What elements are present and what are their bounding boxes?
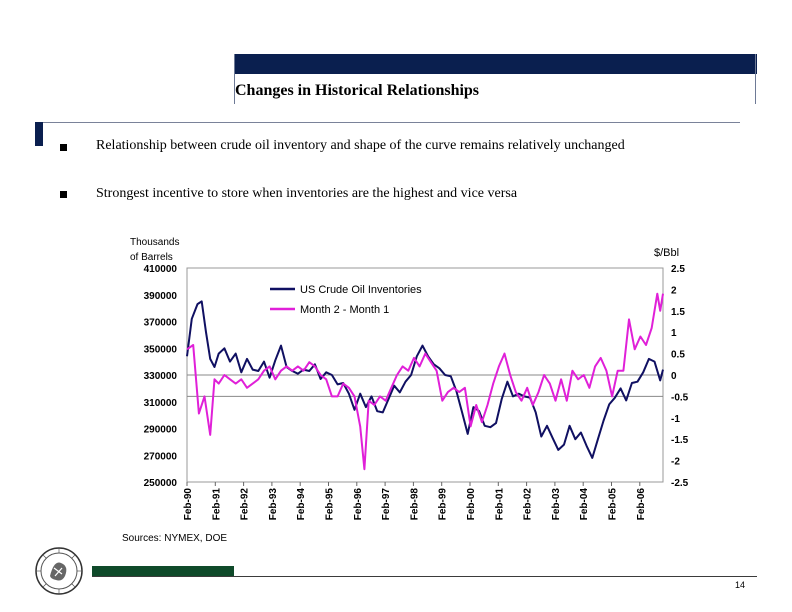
institution-seal bbox=[35, 547, 83, 595]
left-axis-title-line2: of Barrels bbox=[130, 252, 173, 263]
legend-label-2: Month 2 - Month 1 bbox=[300, 304, 389, 316]
left-tick-label: 390000 bbox=[144, 291, 178, 302]
right-tick-label: -1.5 bbox=[671, 435, 689, 446]
header-line-vertical bbox=[234, 54, 235, 104]
title-rule bbox=[35, 122, 740, 123]
x-tick-label: Feb-91 bbox=[211, 488, 222, 521]
page-number: 14 bbox=[735, 580, 746, 590]
left-tick-label: 290000 bbox=[144, 425, 178, 436]
x-tick-label: Feb-98 bbox=[409, 488, 420, 521]
bullet-marker-1 bbox=[60, 144, 67, 151]
x-tick-label: Feb-97 bbox=[381, 488, 392, 521]
right-axis-title: $/Bbl bbox=[654, 247, 679, 259]
x-tick-label: Feb-05 bbox=[607, 488, 618, 521]
inventory-series-line bbox=[186, 300, 664, 459]
x-tick-label: Feb-04 bbox=[579, 488, 590, 521]
left-tick-label: 250000 bbox=[144, 478, 178, 489]
left-tick-label: 410000 bbox=[144, 264, 178, 275]
x-tick-label: Feb-94 bbox=[296, 488, 307, 521]
right-tick-label: 1 bbox=[671, 328, 677, 339]
left-accent-tab bbox=[35, 122, 43, 146]
chart-source: Sources: NYMEX, DOE bbox=[122, 533, 227, 544]
legend-label-1: US Crude Oil Inventories bbox=[300, 284, 422, 296]
x-tick-label: Feb-96 bbox=[353, 488, 364, 521]
right-tick-label: -2 bbox=[671, 457, 680, 468]
x-tick-label: Feb-99 bbox=[438, 488, 449, 521]
bullet-text-1: Relationship between crude oil inventory… bbox=[96, 138, 625, 153]
header-line-right bbox=[755, 54, 756, 104]
right-tick-label: -1 bbox=[671, 414, 680, 425]
page-title: Changes in Historical Relationships bbox=[235, 82, 480, 99]
footer-bar bbox=[92, 566, 234, 576]
left-tick-label: 310000 bbox=[144, 398, 178, 409]
right-tick-label: 1.5 bbox=[671, 307, 685, 318]
spread-series-line bbox=[186, 292, 664, 471]
x-tick-label: Feb-93 bbox=[268, 488, 279, 521]
left-tick-label: 350000 bbox=[144, 344, 178, 355]
x-tick-label: Feb-02 bbox=[523, 488, 534, 521]
x-tick-label: Feb-00 bbox=[466, 488, 477, 521]
x-tick-label: Feb-95 bbox=[324, 488, 335, 521]
left-tick-label: 330000 bbox=[144, 371, 178, 382]
right-tick-label: 2.5 bbox=[671, 264, 685, 275]
left-axis-title-line1: Thousands bbox=[130, 237, 179, 248]
bullet-marker-2 bbox=[60, 191, 67, 198]
left-tick-label: 370000 bbox=[144, 318, 178, 329]
bullet-text-2: Strongest incentive to store when invent… bbox=[96, 186, 518, 201]
footer-rule bbox=[92, 576, 757, 577]
left-tick-label: 270000 bbox=[144, 451, 178, 462]
x-tick-label: Feb-90 bbox=[183, 488, 194, 521]
right-tick-label: -2.5 bbox=[671, 478, 689, 489]
x-tick-label: Feb-92 bbox=[240, 488, 251, 521]
header-bar bbox=[235, 54, 757, 74]
right-tick-label: 2 bbox=[671, 285, 677, 296]
x-tick-label: Feb-06 bbox=[636, 488, 647, 521]
right-tick-label: -0.5 bbox=[671, 392, 689, 403]
right-tick-label: 0 bbox=[671, 371, 677, 382]
x-tick-label: Feb-01 bbox=[494, 488, 505, 521]
x-tick-label: Feb-03 bbox=[551, 488, 562, 521]
right-tick-label: 0.5 bbox=[671, 350, 685, 361]
